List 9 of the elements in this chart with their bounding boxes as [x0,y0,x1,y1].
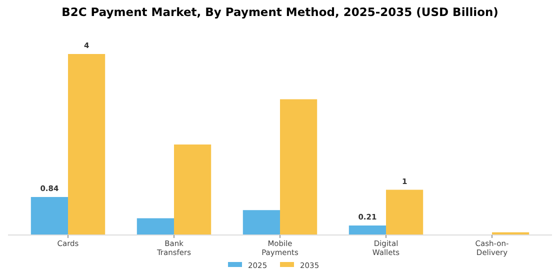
bar [174,144,212,235]
chart-title: B2C Payment Market, By Payment Method, 2025-2035 (USD Billion) [62,5,498,19]
bar [280,99,318,235]
bar [68,54,106,235]
bar [30,196,68,235]
bar [386,190,424,235]
bar [348,225,386,235]
bar [136,218,174,235]
bar [242,210,280,235]
